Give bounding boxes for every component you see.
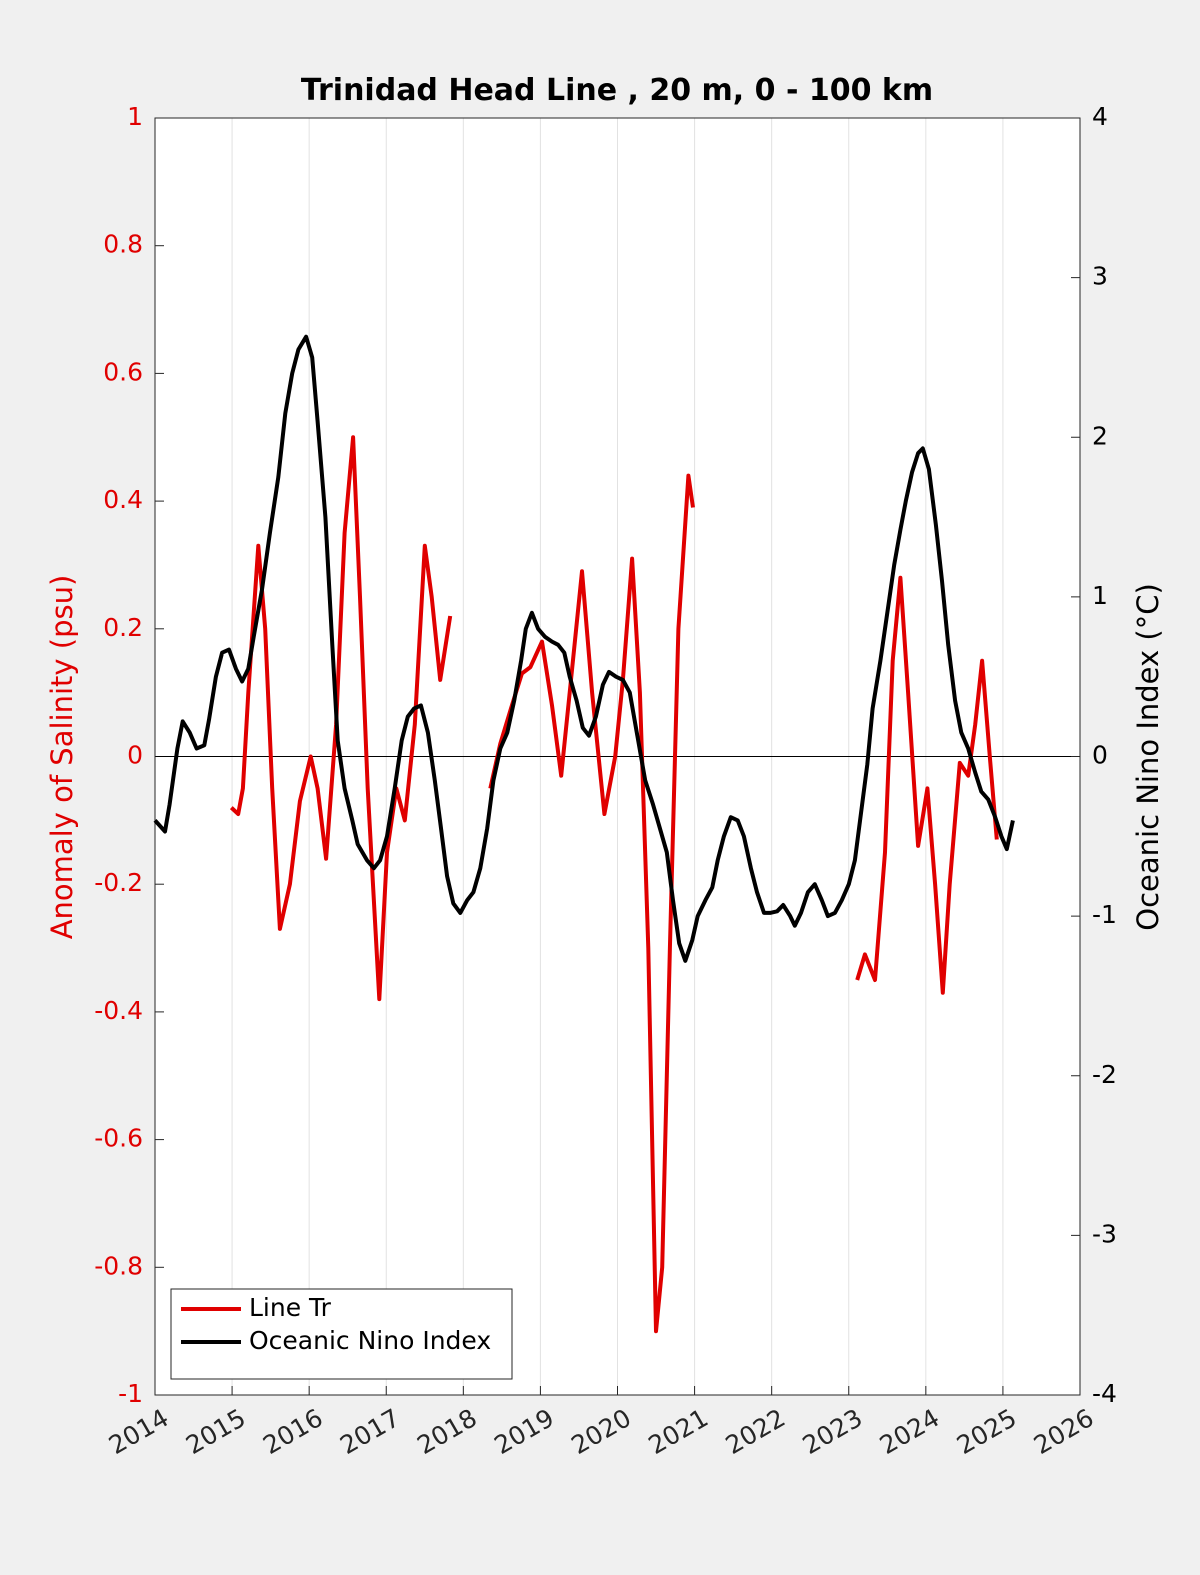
y2-tick-label: -2 (1092, 1060, 1117, 1089)
y-tick-label: 0.4 (103, 485, 143, 514)
y-tick-label: -0.8 (94, 1251, 143, 1280)
series-line (153, 334, 1015, 963)
y2-tick-label: 3 (1092, 262, 1108, 291)
x-tick-label: 2016 (258, 1403, 328, 1460)
legend-box (170, 1288, 513, 1380)
x-tick-label: 2024 (875, 1403, 945, 1460)
y-tick-label: 0.8 (103, 230, 143, 259)
x-tick-label: 2018 (412, 1403, 482, 1460)
y2-tick-label: -3 (1092, 1219, 1117, 1248)
x-tick-label: 2015 (181, 1403, 251, 1460)
x-tick-label: 2014 (104, 1403, 174, 1460)
legend-label: Line Tr (249, 1293, 332, 1322)
y2-tick-label: -4 (1092, 1379, 1117, 1408)
plot-frame (154, 117, 1081, 1396)
y-tick-label: -0.6 (94, 1124, 143, 1153)
y-tick-label: 0 (127, 741, 143, 770)
y-tick-label: -1 (118, 1379, 143, 1408)
y-tick-label: -0.2 (94, 868, 143, 897)
x-tick-label: 2025 (952, 1403, 1022, 1460)
y-tick-label: 1 (127, 102, 143, 131)
x-tick-label: 2019 (489, 1403, 559, 1460)
y-axis-label: Anomaly of Salinity (psu) (45, 575, 79, 940)
y2-tick-label: -1 (1092, 900, 1117, 929)
y-tick-label: 0.6 (103, 357, 143, 386)
y2-tick-label: 0 (1092, 741, 1108, 770)
x-tick-label: 2026 (1029, 1403, 1099, 1460)
y2-tick-label: 4 (1092, 102, 1108, 131)
legend-label: Oceanic Nino Index (249, 1326, 491, 1355)
x-tick-label: 2023 (798, 1403, 868, 1460)
x-tick-label: 2017 (335, 1403, 405, 1460)
chart-title: Trinidad Head Line , 20 m, 0 - 100 km (301, 73, 933, 108)
x-tick-label: 2020 (566, 1403, 636, 1460)
y2-tick-label: 1 (1092, 581, 1108, 610)
y2-tick-label: 2 (1092, 421, 1108, 450)
y-tick-label: -0.4 (94, 996, 143, 1025)
y-tick-label: 0.2 (103, 613, 143, 642)
x-tick-label: 2021 (643, 1403, 713, 1460)
y2-axis-label: Oceanic Nino Index (°C) (1131, 583, 1165, 931)
x-tick-label: 2022 (721, 1403, 791, 1460)
